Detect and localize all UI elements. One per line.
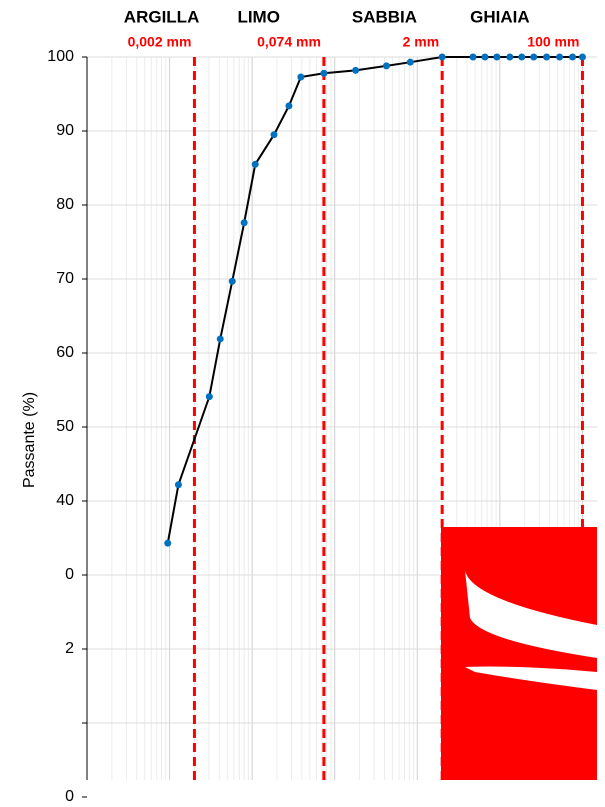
data-point [216, 335, 224, 343]
data-point [297, 73, 305, 81]
y-axis-label: Passante (%) [21, 392, 38, 488]
y-tick-label: 2 [65, 640, 74, 657]
data-point [518, 53, 526, 61]
logo-shape [465, 570, 597, 658]
y-tick-label: 70 [56, 270, 74, 287]
data-point [320, 69, 328, 77]
data-point [251, 160, 259, 168]
data-point [406, 58, 414, 66]
y-tick-label: 90 [56, 122, 74, 139]
data-point [543, 53, 551, 61]
data-point [556, 53, 564, 61]
data-point [164, 539, 172, 547]
y-tick-label: 0 [65, 566, 74, 583]
data-point [569, 53, 577, 61]
y-tick-label: 80 [56, 196, 74, 213]
reference-label: 0,074 mm [257, 34, 321, 50]
data-point [270, 131, 278, 139]
data-point [493, 53, 501, 61]
data-point [240, 219, 248, 227]
class-label: GHIAIA [470, 7, 530, 26]
class-label: ARGILLA [124, 7, 200, 26]
reference-label: 2 mm [403, 34, 440, 50]
y-tick-label: 60 [56, 344, 74, 361]
data-point [228, 277, 236, 285]
data-point [438, 53, 446, 61]
data-point [469, 53, 477, 61]
data-point [506, 53, 514, 61]
data-point [205, 393, 213, 401]
plot [164, 53, 586, 547]
reference-label: 100 mm [527, 34, 579, 50]
reference-label: 0,002 mm [128, 34, 192, 50]
y-tick-label: 50 [56, 418, 74, 435]
data-point [578, 53, 586, 61]
data-point [174, 481, 182, 489]
data-point [481, 53, 489, 61]
y-tick-label: 0 [65, 788, 74, 805]
data-point [352, 66, 360, 74]
class-label: LIMO [237, 7, 280, 26]
y-tick-label: 100 [47, 48, 74, 65]
data-point [530, 53, 538, 61]
logo-shape [465, 666, 597, 690]
series-line [166, 56, 583, 544]
data-point [285, 102, 293, 110]
data-point [382, 62, 390, 70]
logo [441, 527, 597, 780]
y-tick-label: 40 [56, 492, 74, 509]
class-label: SABBIA [352, 7, 417, 26]
